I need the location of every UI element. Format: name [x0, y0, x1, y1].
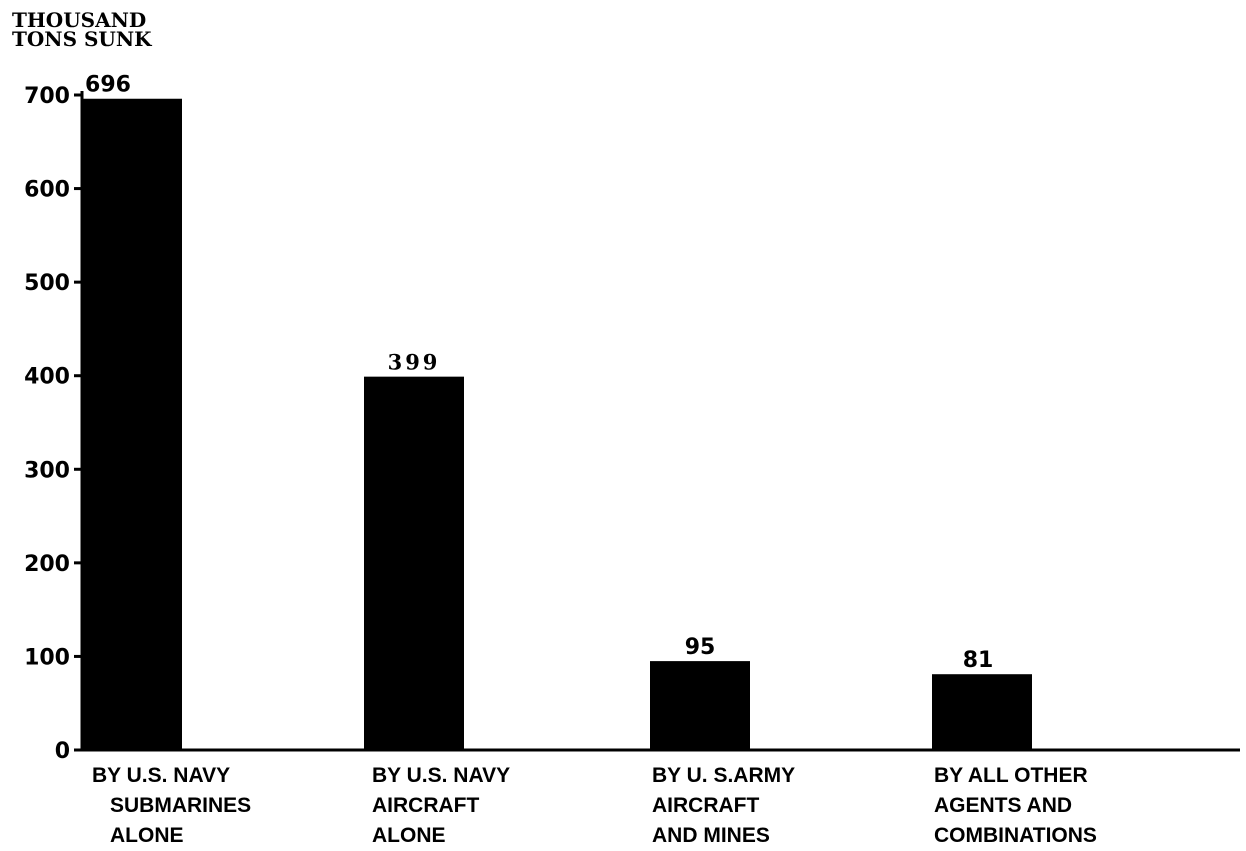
y-tick-label: 0 — [55, 739, 70, 764]
category-label-line: AIRCRAFT — [372, 794, 479, 817]
y-ticks: 0 100 200 300 400 500 600 700 — [24, 84, 82, 764]
y-tick-label: 200 — [24, 552, 70, 577]
bar-value-label: 81 — [963, 648, 994, 673]
bars — [82, 98, 1032, 750]
category-label-line: AGENTS AND — [934, 794, 1072, 817]
y-tick-label: 700 — [24, 84, 70, 109]
value-labels: 696 399 95 81 — [85, 73, 993, 673]
category-label-line: AND MINES — [652, 824, 770, 847]
category-label-line: BY U. S.ARMY — [652, 764, 795, 787]
y-tick-label: 500 — [24, 271, 70, 296]
category-label-line: COMBINATIONS — [934, 824, 1097, 847]
bar — [650, 661, 750, 750]
category-label-line: SUBMARINES — [110, 794, 251, 817]
y-tick-label: 300 — [24, 458, 70, 483]
category-label-line: ALONE — [372, 824, 446, 847]
y-axis-title-line: TONS SUNK — [12, 27, 152, 51]
y-axis-title-line: THOUSAND — [12, 8, 146, 32]
bar — [364, 376, 464, 750]
category-labels: BY U.S. NAVY SUBMARINES ALONE BY U.S. NAVY A… — [92, 764, 1097, 847]
category-label-line: BY U.S. NAVY — [372, 764, 510, 787]
bar-value-label: 696 — [85, 73, 131, 98]
category-label-line: AIRCRAFT — [652, 794, 759, 817]
bar-value-label: 95 — [685, 635, 716, 660]
axes — [78, 91, 1240, 752]
y-tick-label: 400 — [24, 365, 70, 390]
category-label-line: BY ALL OTHER — [934, 764, 1088, 787]
bar — [932, 674, 1032, 750]
bar — [82, 98, 182, 750]
bar-value-label: 399 — [388, 350, 441, 375]
y-tick-label: 600 — [24, 178, 70, 203]
y-tick-label: 100 — [24, 645, 70, 670]
category-label-line: BY U.S. NAVY — [92, 764, 230, 787]
category-label-line: ALONE — [110, 824, 184, 847]
